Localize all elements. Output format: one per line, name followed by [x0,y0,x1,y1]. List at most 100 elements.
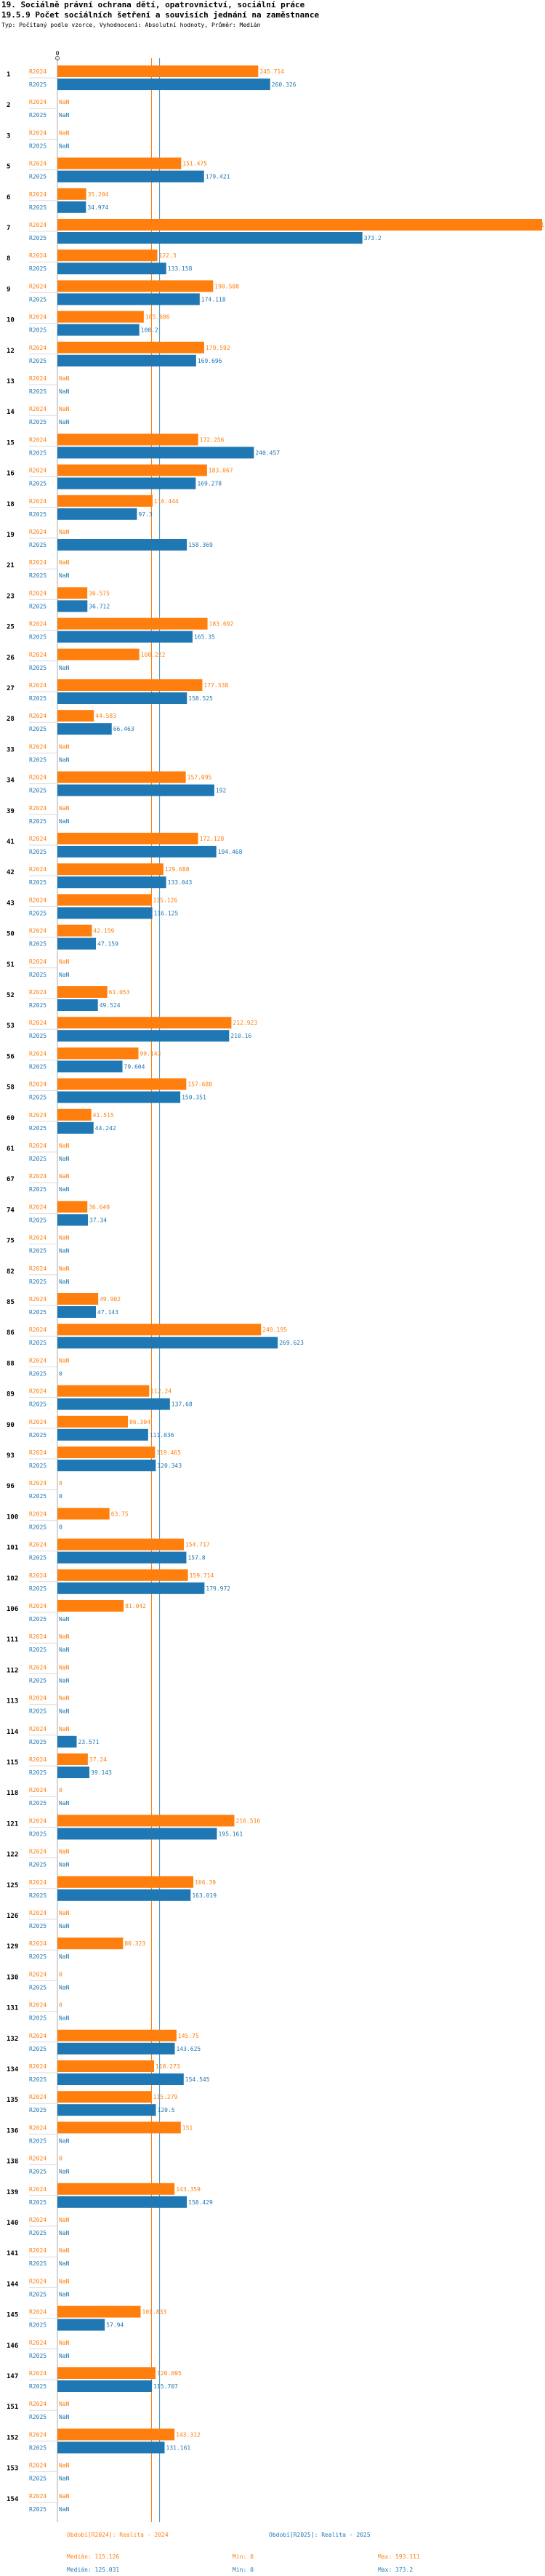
category-label: 115 [7,1759,18,1767]
series-label-r2025: R2025 [29,235,47,241]
series-label-r2024: R2024 [29,1204,47,1210]
data-label-r2024: 129.688 [165,866,190,873]
data-label-r2024: NaN [59,959,70,965]
bar-r2024 [57,986,108,998]
series-label-r2025: R2025 [29,1739,47,1745]
data-label-r2024: 36.649 [89,1204,110,1210]
data-label-r2025: NaN [59,2230,70,2236]
data-label-r2024: 115.279 [153,2094,178,2100]
series-label-r2024: R2024 [29,682,47,689]
data-label-r2025: NaN [59,1647,70,1653]
category-label: 135 [7,2097,18,2104]
series-label-r2024: R2024 [29,2124,47,2131]
axis-origin-marker [55,56,60,60]
series-label-r2024: R2024 [29,2493,47,2500]
bar-r2025 [57,1735,77,1748]
series-label-r2025: R2025 [29,2414,47,2420]
data-label-r2025: 179.421 [206,174,230,180]
bar-r2025 [57,1428,148,1441]
bar-r2025 [57,539,187,551]
data-label-r2025: 0 [59,1370,62,1377]
bar-r2025 [57,447,254,459]
series-label-r2025: R2025 [29,542,47,548]
series-label-r2025: R2025 [29,665,47,671]
category-label: 138 [7,2159,18,2166]
category-label: 136 [7,2127,18,2135]
data-label-r2024: NaN [59,529,70,535]
bar-r2025 [57,477,196,489]
data-label-r2024: 119.465 [156,1449,181,1456]
category-label: 130 [7,1974,18,1981]
data-label-r2025: 131.161 [166,2444,191,2451]
data-label-r2025: 111.036 [150,1432,174,1439]
category-label: 89 [7,1391,15,1399]
series-label-r2024: R2024 [29,1664,47,1671]
bar-r2024 [57,1415,129,1428]
series-label-r2025: R2025 [29,1125,47,1132]
data-label-r2025: 0 [59,1524,62,1530]
series-label-r2025: R2025 [29,603,47,609]
series-label-r2025: R2025 [29,481,47,487]
data-label-r2024: 0 [59,1480,62,1487]
category-label: 100 [7,1513,18,1521]
data-label-r2025: 373.2 [364,235,382,241]
category-label: 39 [7,808,15,815]
bar-r2025 [57,1337,278,1349]
series-label-r2024: R2024 [29,498,47,505]
data-label-r2024: NaN [59,1265,70,1272]
series-label-r2025: R2025 [29,1493,47,1500]
series-label-r2025: R2025 [29,1463,47,1469]
data-label-r2025: 120.343 [157,1463,182,1469]
data-label-r2025: 37.34 [89,1217,107,1223]
data-label-r2024: 105.686 [145,314,170,321]
chart-title: 19. Sociálně právní ochrana dětí, opatro… [1,0,305,9]
data-label-r2024: NaN [59,1143,70,1149]
bar-r2025 [57,784,214,796]
category-label: 14 [7,409,15,416]
data-label-r2025: 49.524 [100,1002,121,1009]
bar-r2025 [57,1828,217,1840]
bar-r2024 [57,249,158,262]
data-label-r2025: 163.019 [192,1892,217,1899]
category-label: 26 [7,655,15,662]
bar-r2025 [57,1460,156,1471]
category-label: 52 [7,992,15,999]
x-tick-label: 0 [56,50,60,57]
series-label-r2024: R2024 [29,959,47,965]
data-label-r2025: 57.94 [106,2322,124,2329]
data-label-r2024: NaN [59,1173,70,1180]
series-label-r2024: R2024 [29,2247,47,2254]
series-label-r2025: R2025 [29,358,47,364]
series-label-r2024: R2024 [29,1633,47,1640]
data-label-r2024: NaN [59,1664,70,1671]
series-label-r2024: R2024 [29,1756,47,1763]
series-label-r2025: R2025 [29,174,47,180]
category-label: 85 [7,1299,15,1306]
data-label-r2025: NaN [59,2015,70,2022]
data-label-r2025: 154.545 [185,2076,210,2083]
bar-r2024 [57,1508,110,1520]
category-label: 86 [7,1329,15,1337]
series-label-r2025: R2025 [29,327,47,334]
data-label-r2025: 120.5 [158,2107,175,2113]
data-label-r2024: NaN [59,2247,70,2254]
bar-r2024 [57,587,88,599]
bar-r2024 [57,2029,177,2041]
data-label-r2024: 42.159 [93,928,114,935]
series-label-r2024: R2024 [29,2431,47,2438]
series-label-r2024: R2024 [29,283,47,289]
series-label-r2024: R2024 [29,406,47,412]
data-label-r2025: 174.118 [201,296,226,303]
series-label-r2024: R2024 [29,1940,47,1947]
bar-r2024 [57,311,144,323]
series-label-r2024: R2024 [29,1388,47,1395]
category-label: 75 [7,1238,15,1245]
data-label-r2025: 133.158 [168,265,193,272]
series-label-r2025: R2025 [29,112,47,119]
data-label-r2025: NaN [59,1616,70,1623]
category-label: 145 [7,2312,18,2319]
bar-r2024 [57,863,164,876]
data-label-r2024: NaN [59,2493,70,2500]
series-label-r2025: R2025 [29,2353,47,2359]
category-label: 6 [7,194,10,201]
